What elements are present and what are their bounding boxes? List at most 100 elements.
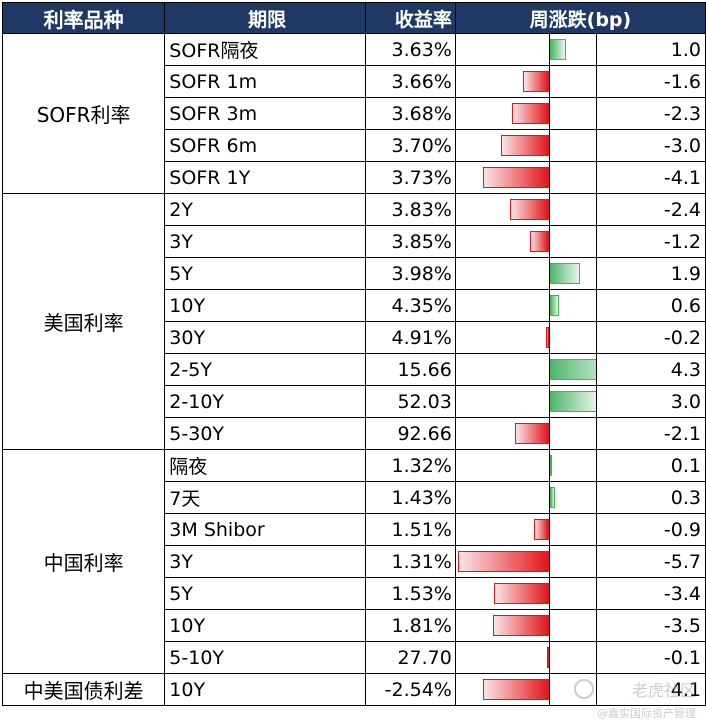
- change-bar-cell: [454, 609, 597, 642]
- table-row: 5-30Y 92.66 -2.1: [3, 417, 706, 450]
- term-cell: 5Y: [164, 257, 367, 290]
- term-cell: SOFR 6m: [164, 129, 367, 162]
- bar-axis: [548, 642, 550, 673]
- yield-cell: 1.81%: [365, 609, 456, 642]
- bar-axis: [548, 610, 550, 641]
- change-bar-cell: [454, 577, 597, 610]
- change-bar: [545, 327, 549, 348]
- change-value-cell: -1.2: [595, 225, 706, 258]
- term-cell: 7天: [164, 481, 367, 514]
- yield-cell: 1.32%: [365, 449, 456, 482]
- yield-cell: 15.66: [365, 353, 456, 386]
- change-bar-cell: [454, 481, 597, 514]
- change-bar-cell: [454, 65, 597, 98]
- table-row: SOFR 1Y 3.73% -4.1: [3, 161, 706, 194]
- yield-cell: 92.66: [365, 417, 456, 450]
- change-value-cell: -1.6: [595, 65, 706, 98]
- change-bar: [515, 423, 549, 444]
- change-value-cell: -4.1: [595, 161, 706, 194]
- yield-cell: 52.03: [365, 385, 456, 418]
- change-bar-cell: [454, 353, 597, 386]
- change-bar-cell: [454, 257, 597, 290]
- change-bar-cell: [454, 545, 597, 578]
- change-value-cell: 4.1: [595, 673, 706, 706]
- change-bar-cell: [454, 97, 597, 130]
- change-bar: [512, 103, 549, 124]
- yield-cell: 4.91%: [365, 321, 456, 354]
- change-value-cell: -0.1: [595, 641, 706, 674]
- change-value-cell: -2.3: [595, 97, 706, 130]
- watermark-brand: 老虎社区: [631, 681, 696, 700]
- term-cell: SOFR 1m: [164, 65, 367, 98]
- change-bar-cell: [454, 417, 597, 450]
- bar-axis: [548, 354, 550, 385]
- table-row: 中国利率 隔夜 1.32% 0.1: [1, 449, 706, 674]
- table-row: SOFR 6m 3.70% -3.0: [3, 129, 706, 162]
- yield-cell: 1.43%: [365, 481, 456, 514]
- term-cell: 2Y: [164, 193, 367, 226]
- change-value-cell: 0.3: [595, 481, 706, 514]
- term-cell: SOFR 3m: [164, 97, 367, 130]
- change-value-cell: -3.0: [595, 129, 706, 162]
- bar-axis: [548, 194, 550, 225]
- table-body: SOFR利率 SOFR隔夜 3.63% 1.0 SOFR 1m 3.66% -1.6 SOFR…: [1, 33, 706, 706]
- bar-axis: [548, 418, 550, 449]
- bar-axis: [548, 386, 550, 417]
- change-bar-cell: [454, 33, 597, 66]
- bar-axis: [548, 290, 550, 321]
- bar-axis: [548, 258, 550, 289]
- term-cell: 10Y: [164, 673, 367, 706]
- table-row: SOFR利率 SOFR隔夜 3.63% 1.0: [1, 33, 706, 194]
- header-yield: 收益率: [365, 2, 456, 34]
- header-category: 利率品种: [1, 2, 166, 34]
- change-bar: [494, 583, 549, 604]
- bar-axis: [548, 162, 550, 193]
- change-bar-cell: [454, 225, 597, 258]
- change-bar: [523, 71, 549, 92]
- bar-axis: [548, 130, 550, 161]
- category-cell: 美国利率: [1, 193, 166, 450]
- term-cell: 3Y: [164, 225, 367, 258]
- change-value-cell: -2.4: [595, 193, 706, 226]
- yield-cell: 1.53%: [365, 577, 456, 610]
- bar-axis: [548, 546, 550, 577]
- change-bar: [483, 167, 549, 188]
- change-value-cell: 0.1: [595, 449, 706, 482]
- header-term: 期限: [164, 2, 367, 34]
- change-bar-cell: [454, 289, 597, 322]
- yield-cell: 27.70: [365, 641, 456, 674]
- change-value-cell: 0.6: [595, 289, 706, 322]
- change-bar-cell: [454, 641, 597, 674]
- yield-cell: 4.35%: [365, 289, 456, 322]
- bar-axis: [548, 674, 550, 705]
- change-bar: [549, 295, 560, 316]
- yield-cell: -2.54%: [365, 673, 456, 706]
- term-cell: 2-10Y: [164, 385, 367, 418]
- change-value-cell: -0.9: [595, 513, 706, 546]
- term-cell: 5-10Y: [164, 641, 367, 674]
- yield-cell: 3.66%: [365, 65, 456, 98]
- term-cell: 10Y: [164, 609, 367, 642]
- change-bar-cell: [454, 193, 597, 226]
- change-bar-cell: [454, 321, 597, 354]
- change-value-cell: -2.1: [595, 417, 706, 450]
- bar-axis: [548, 98, 550, 129]
- term-cell: SOFR隔夜: [164, 33, 367, 66]
- change-bar-cell: [454, 449, 597, 482]
- change-value-cell: -5.7: [595, 545, 706, 578]
- yield-cell: 3.68%: [365, 97, 456, 130]
- table-row: 美国利率 2Y 3.83% -2.4: [1, 193, 706, 450]
- term-cell: SOFR 1Y: [164, 161, 367, 194]
- change-bar-cell: [454, 673, 597, 706]
- table-row: 7天 1.43% 0.3: [3, 481, 706, 514]
- term-cell: 30Y: [164, 321, 367, 354]
- change-bar-cell: [454, 129, 597, 162]
- change-bar: [549, 391, 596, 412]
- watermark-account: @嘉实国际资产管理: [597, 707, 696, 720]
- bar-axis: [548, 514, 550, 545]
- change-bar: [549, 263, 581, 284]
- change-bar: [549, 39, 566, 60]
- change-bar: [510, 199, 549, 220]
- term-cell: 隔夜: [164, 449, 367, 482]
- change-bar-cell: [454, 161, 597, 194]
